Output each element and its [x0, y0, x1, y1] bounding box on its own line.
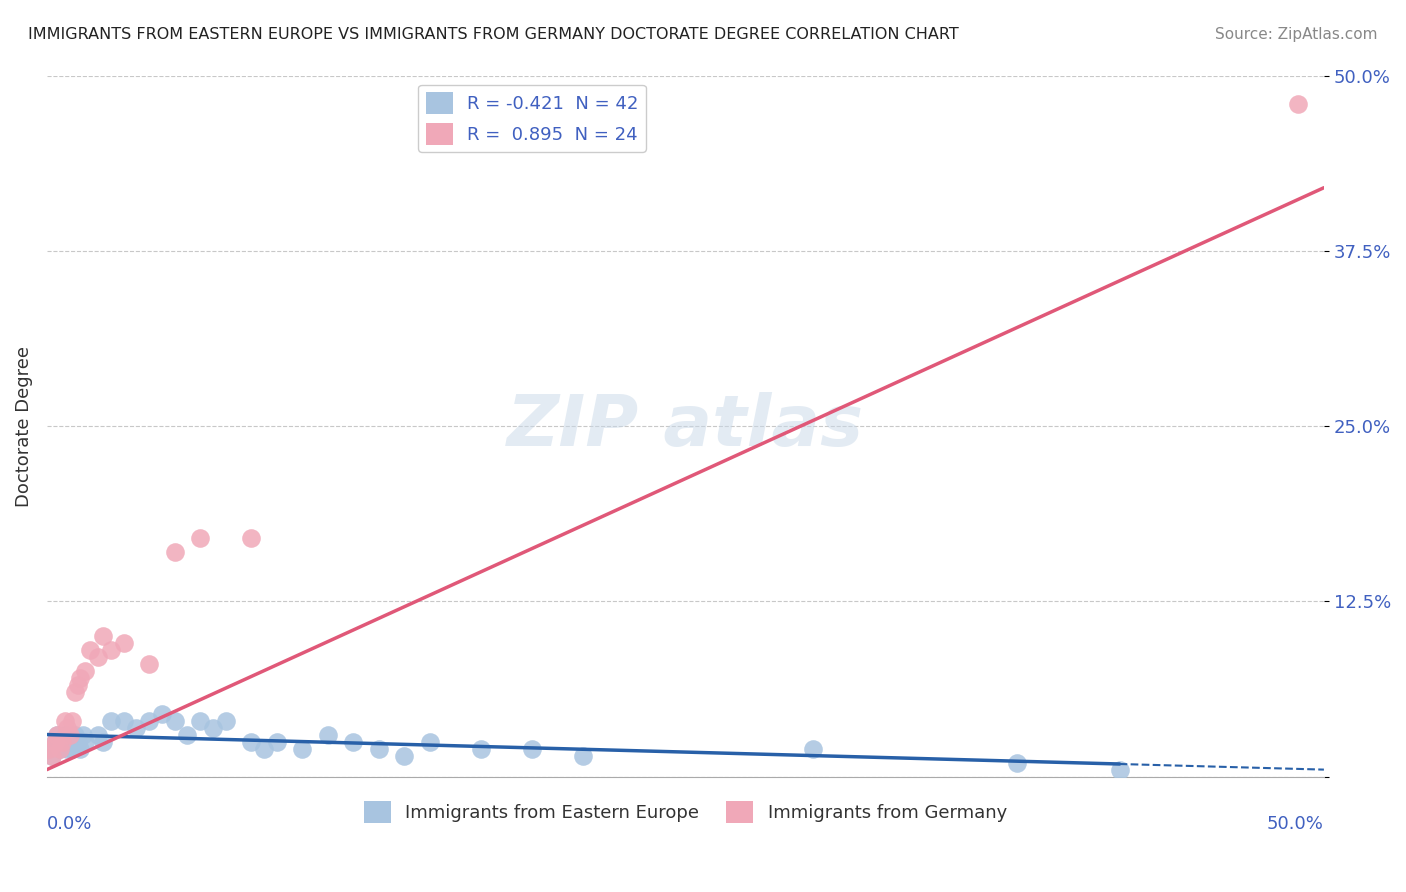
Point: [62, 741, 84, 756]
Text: Source: ZipAtlas.com: Source: ZipAtlas.com: [1215, 27, 1378, 42]
Point: [342, 734, 364, 748]
Point: [253, 741, 276, 756]
Point: [69, 741, 91, 756]
Point: [112, 714, 135, 728]
Point: [240, 734, 263, 748]
Point: [48, 741, 70, 756]
Point: [87, 727, 110, 741]
Point: [150, 706, 173, 721]
Text: IMMIGRANTS FROM EASTERN EUROPE VS IMMIGRANTS FROM GERMANY DOCTORATE DEGREE CORRE: IMMIGRANTS FROM EASTERN EUROPE VS IMMIGR…: [28, 27, 959, 42]
Point: [44, 734, 66, 748]
Point: [53, 727, 76, 741]
Point: [240, 531, 263, 545]
Point: [46, 727, 69, 741]
Point: [63, 727, 86, 741]
Point: [801, 741, 824, 756]
Point: [316, 727, 339, 741]
Point: [87, 650, 110, 665]
Point: [66, 734, 89, 748]
Point: [51, 734, 73, 748]
Point: [38, 741, 60, 756]
Point: [201, 721, 224, 735]
Point: [163, 714, 186, 728]
Point: [59, 734, 82, 748]
Point: [66, 678, 89, 692]
Point: [62, 714, 84, 728]
Point: [367, 741, 389, 756]
Text: ZIP atlas: ZIP atlas: [506, 392, 863, 460]
Point: [38, 741, 60, 756]
Legend: Immigrants from Eastern Europe, Immigrants from Germany: Immigrants from Eastern Europe, Immigran…: [357, 794, 1014, 830]
Point: [291, 741, 314, 756]
Text: 50.0%: 50.0%: [1267, 815, 1324, 833]
Point: [188, 531, 211, 545]
Point: [176, 727, 198, 741]
Point: [572, 748, 595, 763]
Point: [59, 727, 82, 741]
Point: [1007, 756, 1029, 770]
Point: [72, 727, 94, 741]
Point: [41, 748, 63, 763]
Point: [79, 643, 101, 657]
Point: [46, 727, 69, 741]
Point: [91, 734, 114, 748]
Point: [138, 657, 160, 672]
Point: [215, 714, 238, 728]
Point: [112, 636, 135, 650]
Point: [53, 714, 76, 728]
Point: [1108, 763, 1130, 777]
Point: [100, 714, 122, 728]
Point: [41, 748, 63, 763]
Point: [44, 734, 66, 748]
Point: [91, 629, 114, 643]
Point: [419, 734, 441, 748]
Y-axis label: Doctorate Degree: Doctorate Degree: [15, 345, 32, 507]
Point: [56, 721, 79, 735]
Point: [48, 741, 70, 756]
Point: [56, 741, 79, 756]
Point: [69, 672, 91, 686]
Point: [394, 748, 416, 763]
Point: [75, 734, 97, 748]
Point: [266, 734, 288, 748]
Point: [75, 665, 97, 679]
Point: [520, 741, 543, 756]
Point: [138, 714, 160, 728]
Point: [63, 685, 86, 699]
Point: [188, 714, 211, 728]
Point: [125, 721, 148, 735]
Point: [1286, 96, 1309, 111]
Point: [470, 741, 492, 756]
Text: 0.0%: 0.0%: [46, 815, 93, 833]
Point: [163, 545, 186, 559]
Point: [100, 643, 122, 657]
Point: [51, 734, 73, 748]
